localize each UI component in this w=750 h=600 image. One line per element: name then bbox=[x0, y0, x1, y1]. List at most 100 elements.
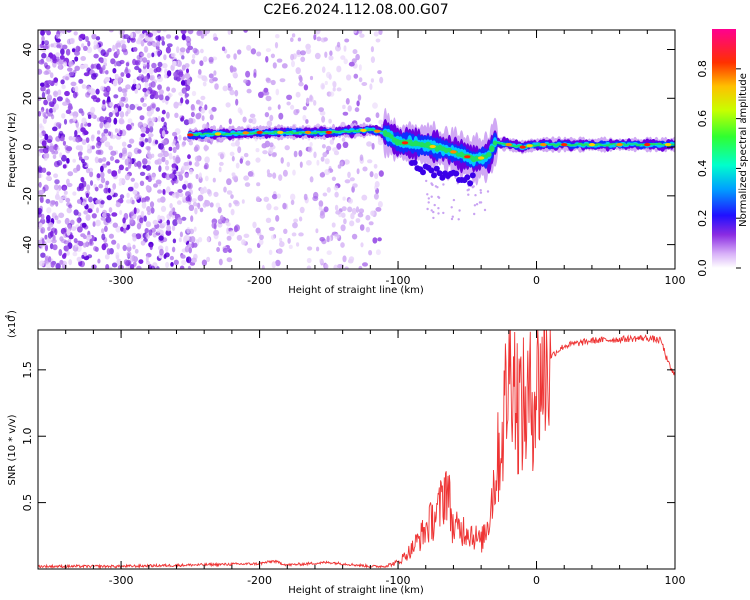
heatmap-cell bbox=[127, 224, 131, 230]
heatmap-cell bbox=[172, 219, 178, 227]
heatmap-cell bbox=[192, 201, 198, 207]
heatmap-cell bbox=[114, 73, 119, 79]
heatmap-cell bbox=[39, 196, 44, 202]
heatmap-cell bbox=[118, 152, 123, 159]
heatmap-cell bbox=[173, 169, 177, 175]
heatmap-cell bbox=[103, 128, 109, 134]
heatmap-cell bbox=[334, 233, 340, 240]
heatmap-cell bbox=[291, 33, 296, 38]
heatmap-cell bbox=[284, 145, 290, 151]
heatmap-cell bbox=[218, 241, 222, 247]
heatmap-cell bbox=[320, 156, 325, 162]
heatmap-cell bbox=[175, 171, 179, 177]
spectrogram-ylabel: Frequency (Hz) bbox=[7, 112, 18, 188]
heatmap-cell bbox=[197, 74, 204, 79]
heatmap-hot-cell bbox=[360, 128, 367, 132]
heatmap-cell bbox=[341, 137, 346, 142]
heatmap-cell bbox=[77, 226, 83, 233]
heatmap-ridge-cell bbox=[355, 130, 361, 133]
heatmap-cell bbox=[93, 53, 99, 59]
heatmap-cell bbox=[162, 62, 168, 69]
heatmap-cell bbox=[358, 208, 365, 214]
heatmap-cell bbox=[62, 140, 66, 146]
heatmap-cell bbox=[255, 196, 261, 203]
heatmap-cell bbox=[65, 109, 72, 114]
heatmap-cell bbox=[209, 202, 214, 208]
heatmap-cell bbox=[72, 115, 77, 122]
heatmap-cell bbox=[99, 67, 103, 74]
heatmap-cell bbox=[126, 157, 130, 163]
heatmap-cell bbox=[255, 227, 261, 234]
x-tick-label: 100 bbox=[665, 274, 686, 287]
heatmap-cell bbox=[265, 77, 272, 84]
heatmap-cell bbox=[457, 218, 460, 221]
heatmap-cell bbox=[187, 30, 194, 35]
heatmap-cell bbox=[157, 214, 161, 222]
heatmap-cell bbox=[53, 90, 59, 98]
heatmap-cell bbox=[101, 233, 106, 241]
heatmap-cell bbox=[91, 33, 97, 40]
heatmap-cell bbox=[49, 200, 55, 207]
heatmap-cell bbox=[181, 142, 186, 148]
heatmap-cell bbox=[161, 40, 166, 46]
heatmap-cell bbox=[201, 115, 205, 121]
heatmap-cell bbox=[102, 242, 109, 248]
heatmap-cell bbox=[175, 156, 181, 164]
heatmap-cell bbox=[142, 57, 148, 63]
y-tick-label: 0 bbox=[21, 144, 34, 151]
heatmap-cell bbox=[81, 222, 87, 228]
heatmap-cell bbox=[198, 172, 202, 179]
heatmap-cell bbox=[38, 207, 43, 215]
heatmap-cell bbox=[174, 60, 180, 65]
heatmap-cell bbox=[333, 185, 339, 191]
heatmap-cell bbox=[93, 246, 98, 252]
heatmap-cell bbox=[432, 216, 435, 220]
heatmap-cell bbox=[46, 30, 51, 36]
heatmap-cell bbox=[315, 30, 321, 35]
heatmap-cell bbox=[375, 38, 381, 43]
heatmap-cell bbox=[334, 204, 339, 211]
heatmap-ridge-cell bbox=[428, 167, 435, 174]
heatmap-cell bbox=[166, 70, 172, 77]
heatmap-cell bbox=[287, 237, 291, 244]
heatmap-cell bbox=[321, 115, 326, 123]
heatmap-cell bbox=[39, 260, 45, 267]
heatmap-cell bbox=[348, 61, 355, 67]
heatmap-cell bbox=[127, 151, 133, 158]
heatmap-cell bbox=[269, 142, 274, 148]
heatmap-cell bbox=[107, 168, 112, 174]
heatmap-cell bbox=[209, 114, 214, 121]
heatmap-cell bbox=[297, 37, 302, 42]
colorbar: 0.0 0.2 0.4 0.6 0.8 Normalized spectral ampl… bbox=[696, 29, 749, 277]
x-tick-label: -300 bbox=[109, 574, 134, 587]
heatmap-cell bbox=[106, 161, 111, 166]
heatmap-cell bbox=[188, 204, 195, 211]
heatmap-cell bbox=[119, 59, 125, 65]
heatmap-cell bbox=[146, 90, 150, 96]
chart-title: C2E6.2024.112.08.00.G07 bbox=[263, 2, 448, 18]
heatmap-cell bbox=[183, 119, 190, 126]
heatmap-cell bbox=[312, 195, 319, 202]
heatmap-cell bbox=[186, 68, 189, 74]
heatmap-cell bbox=[65, 48, 71, 56]
heatmap-cell bbox=[157, 143, 162, 150]
heatmap-cell bbox=[300, 50, 306, 56]
heatmap-cell bbox=[40, 252, 46, 258]
heatmap-cell bbox=[56, 160, 63, 166]
heatmap-cell bbox=[466, 189, 469, 192]
heatmap-cell bbox=[378, 170, 384, 177]
heatmap-cell bbox=[85, 192, 89, 199]
heatmap-cell bbox=[119, 210, 123, 215]
heatmap-cell bbox=[41, 40, 45, 46]
heatmap-cell bbox=[270, 53, 275, 59]
heatmap-cell bbox=[185, 191, 189, 197]
heatmap-cell bbox=[316, 246, 320, 252]
heatmap-cell bbox=[188, 228, 195, 235]
heatmap-cell bbox=[121, 43, 127, 50]
heatmap-cell bbox=[188, 161, 192, 166]
heatmap-cell bbox=[40, 227, 46, 234]
heatmap-cell bbox=[60, 79, 65, 85]
heatmap-cell bbox=[479, 189, 482, 192]
heatmap-cell bbox=[229, 151, 235, 157]
heatmap-cell bbox=[229, 230, 235, 237]
